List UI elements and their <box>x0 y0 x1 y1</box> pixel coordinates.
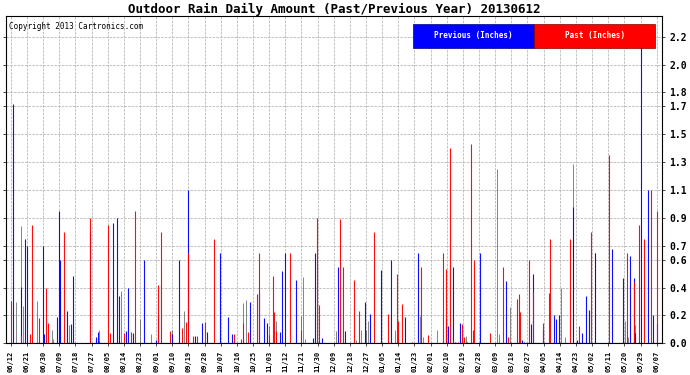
FancyBboxPatch shape <box>534 24 656 48</box>
Text: Copyright 2013 Cartronics.com: Copyright 2013 Cartronics.com <box>9 22 143 32</box>
Text: Past (Inches): Past (Inches) <box>564 32 624 40</box>
Text: Previous (Inches): Previous (Inches) <box>434 32 513 40</box>
Title: Outdoor Rain Daily Amount (Past/Previous Year) 20130612: Outdoor Rain Daily Amount (Past/Previous… <box>128 3 540 16</box>
FancyBboxPatch shape <box>413 24 534 48</box>
